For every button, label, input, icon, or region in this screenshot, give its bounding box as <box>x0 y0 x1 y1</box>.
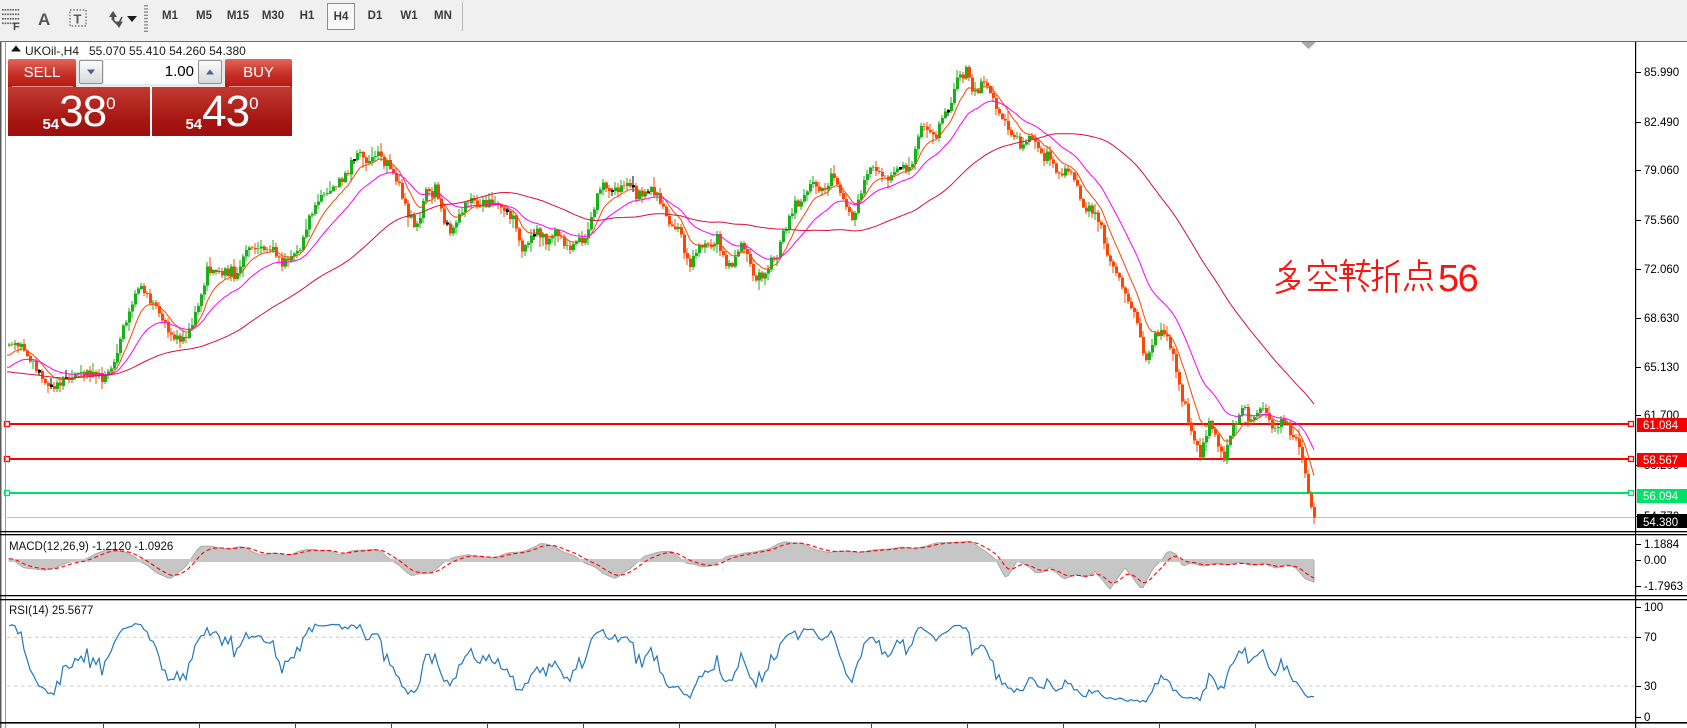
svg-text:30: 30 <box>1644 681 1657 693</box>
svg-text:MACD(12,26,9) -1.2120 -1.0926: MACD(12,26,9) -1.2120 -1.0926 <box>9 541 173 553</box>
svg-text:1.1884: 1.1884 <box>1644 539 1680 551</box>
svg-text:54.380: 54.380 <box>1643 517 1678 529</box>
svg-text:65.130: 65.130 <box>1644 362 1679 374</box>
svg-text:56.094: 56.094 <box>1643 491 1679 503</box>
svg-text:79.060: 79.060 <box>1644 165 1679 177</box>
svg-text:75.560: 75.560 <box>1644 215 1679 227</box>
svg-text:F: F <box>13 21 20 33</box>
svg-text:-1.7963: -1.7963 <box>1644 581 1683 593</box>
svg-text:T: T <box>74 12 82 27</box>
svg-text:70: 70 <box>1644 632 1657 644</box>
svg-text:58.567: 58.567 <box>1643 455 1678 467</box>
svg-text:A: A <box>38 10 50 29</box>
svg-text:72.060: 72.060 <box>1644 264 1679 276</box>
svg-text:0.00: 0.00 <box>1644 555 1666 567</box>
svg-text:100: 100 <box>1644 602 1663 614</box>
svg-text:RSI(14) 25.5677: RSI(14) 25.5677 <box>9 605 93 617</box>
svg-text:82.490: 82.490 <box>1644 117 1679 129</box>
svg-text:0: 0 <box>1644 712 1650 724</box>
svg-text:61.084: 61.084 <box>1643 420 1679 432</box>
svg-text:68.630: 68.630 <box>1644 313 1679 325</box>
svg-text:85.990: 85.990 <box>1644 67 1679 79</box>
svg-text:56: 56 <box>1438 258 1478 300</box>
